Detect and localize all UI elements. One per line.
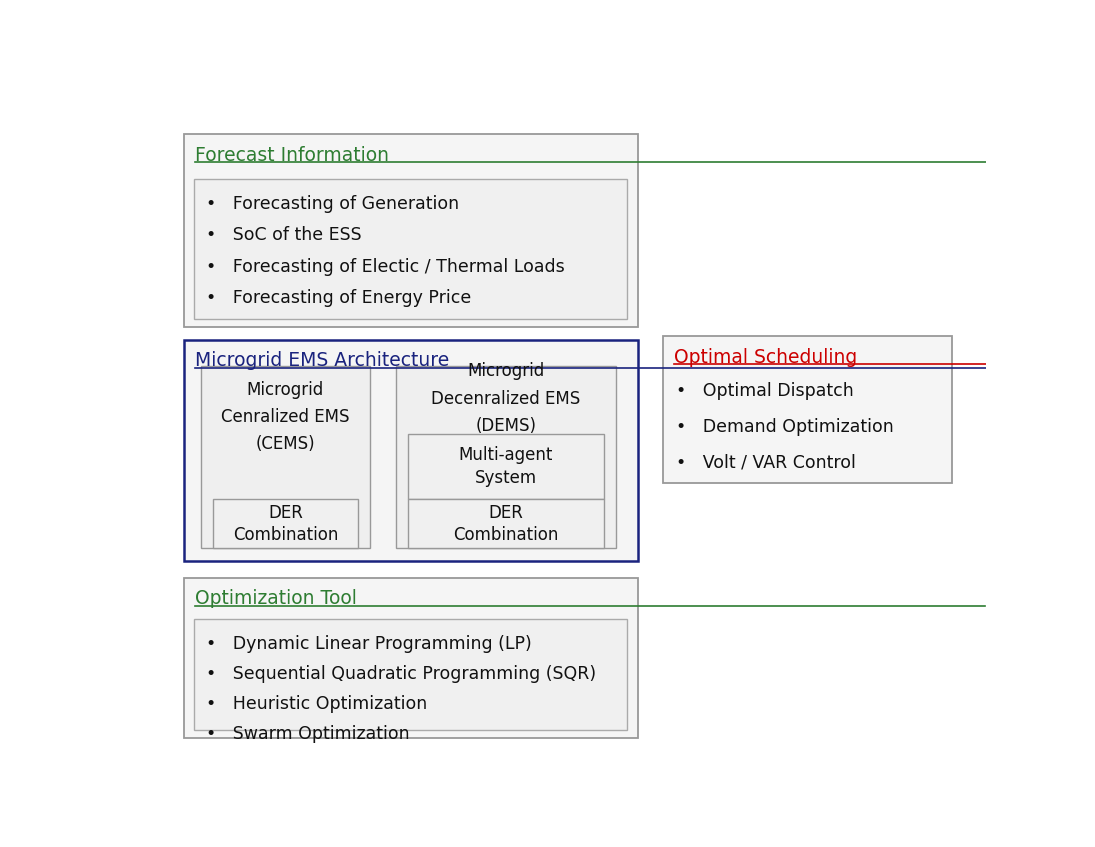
FancyBboxPatch shape	[184, 134, 637, 327]
Text: (DEMS): (DEMS)	[475, 417, 537, 435]
Text: •   SoC of the ESS: • SoC of the ESS	[207, 226, 362, 244]
Text: DER: DER	[488, 503, 523, 522]
Text: •   Forecasting of Electic / Thermal Loads: • Forecasting of Electic / Thermal Loads	[207, 257, 565, 275]
Text: Optimization Tool: Optimization Tool	[195, 590, 357, 608]
Text: Cenralized EMS: Cenralized EMS	[221, 408, 349, 426]
Text: (CEMS): (CEMS)	[255, 435, 315, 453]
FancyBboxPatch shape	[214, 500, 357, 548]
Text: •   Dynamic Linear Programming (LP): • Dynamic Linear Programming (LP)	[207, 635, 532, 653]
Text: •   Forecasting of Energy Price: • Forecasting of Energy Price	[207, 289, 472, 307]
Text: Microgrid: Microgrid	[246, 380, 324, 399]
Text: •   Volt / VAR Control: • Volt / VAR Control	[676, 454, 855, 472]
FancyBboxPatch shape	[194, 179, 627, 318]
Text: •   Optimal Dispatch: • Optimal Dispatch	[676, 382, 853, 400]
Text: •   Sequential Quadratic Programming (SQR): • Sequential Quadratic Programming (SQR)	[207, 665, 597, 684]
FancyBboxPatch shape	[664, 336, 952, 483]
Text: Decenralized EMS: Decenralized EMS	[431, 390, 580, 407]
FancyBboxPatch shape	[408, 435, 603, 500]
Text: Multi-agent: Multi-agent	[459, 446, 553, 464]
Text: Combination: Combination	[233, 526, 338, 545]
Text: •   Forecasting of Generation: • Forecasting of Generation	[207, 195, 460, 213]
Text: DER: DER	[268, 503, 303, 522]
Text: System: System	[475, 469, 537, 487]
FancyBboxPatch shape	[408, 500, 603, 548]
Text: Forecast Information: Forecast Information	[195, 146, 389, 165]
FancyBboxPatch shape	[194, 619, 627, 730]
Text: •   Swarm Optimization: • Swarm Optimization	[207, 725, 411, 743]
FancyBboxPatch shape	[200, 366, 370, 548]
Text: •   Demand Optimization: • Demand Optimization	[676, 418, 894, 436]
FancyBboxPatch shape	[184, 340, 637, 562]
Text: Optimal Scheduling: Optimal Scheduling	[675, 348, 857, 367]
Text: Combination: Combination	[453, 526, 558, 545]
Text: Microgrid: Microgrid	[468, 363, 544, 380]
FancyBboxPatch shape	[395, 366, 616, 548]
Text: Microgrid EMS Architecture: Microgrid EMS Architecture	[195, 352, 449, 370]
FancyBboxPatch shape	[184, 578, 637, 738]
Text: •   Heuristic Optimization: • Heuristic Optimization	[207, 695, 428, 713]
